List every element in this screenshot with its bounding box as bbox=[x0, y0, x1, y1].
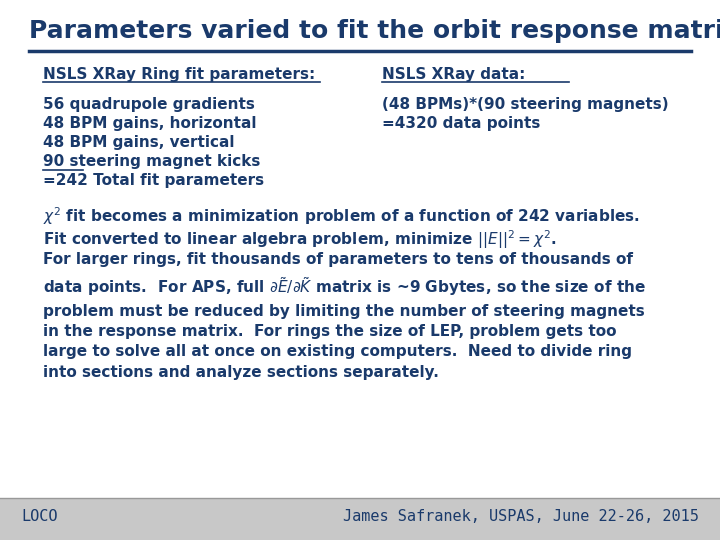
Text: (48 BPMs)*(90 steering magnets): (48 BPMs)*(90 steering magnets) bbox=[382, 97, 668, 112]
Text: 48 BPM gains, horizontal: 48 BPM gains, horizontal bbox=[43, 116, 257, 131]
Text: Fit converted to linear algebra problem, minimize $||E||^2=\chi^2$.: Fit converted to linear algebra problem,… bbox=[43, 228, 557, 251]
Text: 56 quadrupole gradients: 56 quadrupole gradients bbox=[43, 97, 255, 112]
Text: 48 BPM gains, vertical: 48 BPM gains, vertical bbox=[43, 135, 235, 150]
Text: James Safranek, USPAS, June 22-26, 2015: James Safranek, USPAS, June 22-26, 2015 bbox=[343, 509, 698, 524]
FancyBboxPatch shape bbox=[0, 0, 720, 502]
Text: Parameters varied to fit the orbit response matrix: Parameters varied to fit the orbit respo… bbox=[29, 19, 720, 43]
Text: $\chi^2$ fit becomes a minimization problem of a function of 242 variables.: $\chi^2$ fit becomes a minimization prob… bbox=[43, 205, 640, 227]
Text: NSLS XRay data:: NSLS XRay data: bbox=[382, 68, 525, 83]
Text: =242 Total fit parameters: =242 Total fit parameters bbox=[43, 173, 264, 188]
Text: For larger rings, fit thousands of parameters to tens of thousands of
data point: For larger rings, fit thousands of param… bbox=[43, 252, 646, 380]
Text: NSLS XRay Ring fit parameters:: NSLS XRay Ring fit parameters: bbox=[43, 68, 315, 83]
Text: LOCO: LOCO bbox=[22, 509, 58, 524]
Text: 90 steering magnet kicks: 90 steering magnet kicks bbox=[43, 154, 261, 169]
FancyBboxPatch shape bbox=[0, 498, 720, 540]
Text: =4320 data points: =4320 data points bbox=[382, 116, 540, 131]
